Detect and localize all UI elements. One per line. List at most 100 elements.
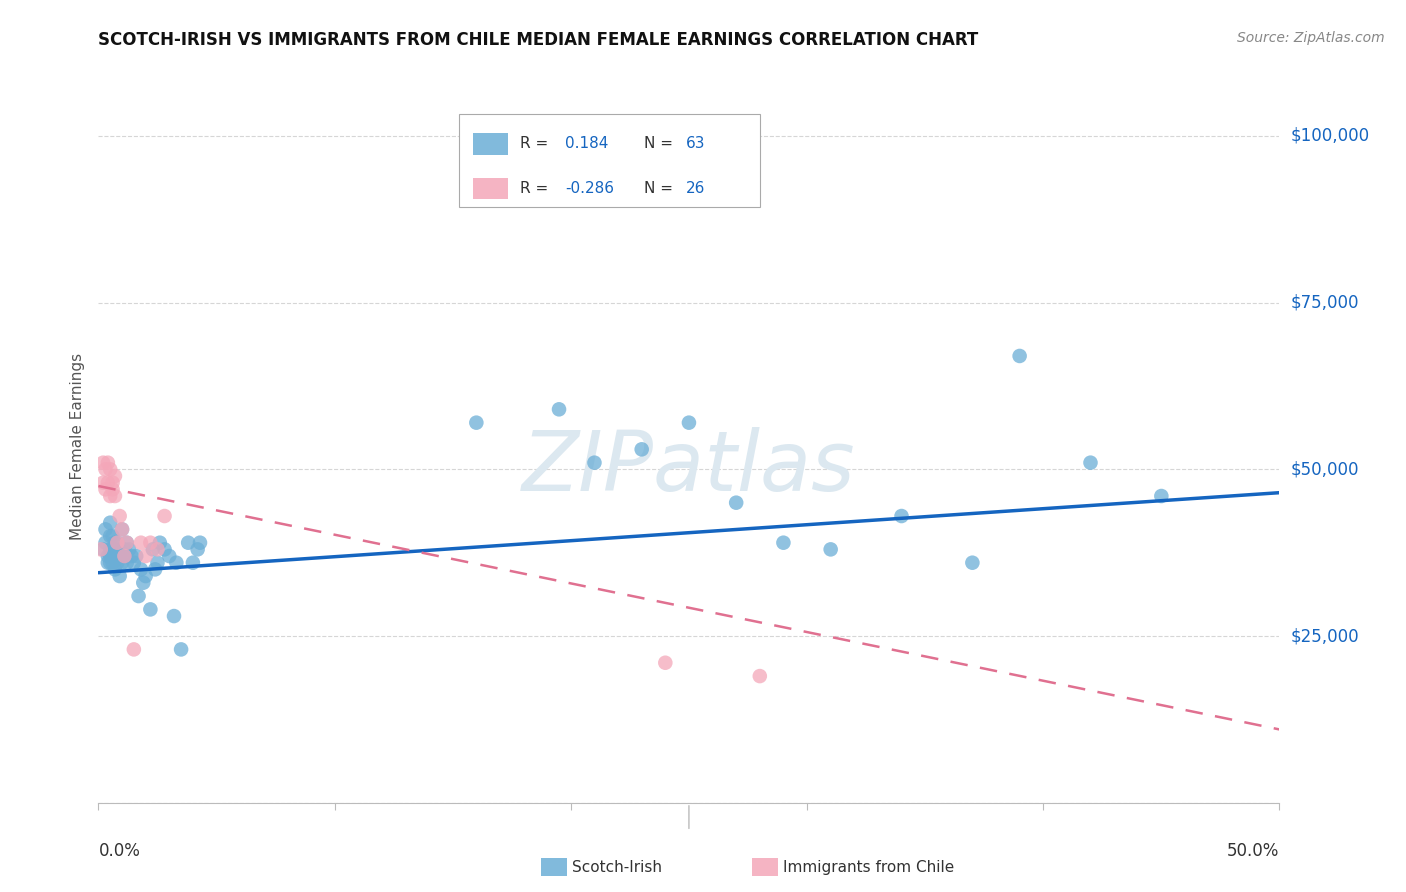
Point [128, 589, 150, 603]
Point [115, 535, 138, 549]
Point [104, 562, 127, 576]
Point [91, 456, 114, 470]
Text: Source: ZipAtlas.com: Source: ZipAtlas.com [1237, 31, 1385, 45]
Text: 26: 26 [685, 181, 704, 196]
Point [105, 535, 128, 549]
Point [122, 556, 145, 570]
Point [111, 556, 134, 570]
Point [725, 496, 748, 510]
Point [772, 535, 794, 549]
Point [157, 549, 180, 563]
Point [98, 516, 121, 530]
Point [1080, 456, 1102, 470]
Point [101, 549, 124, 563]
Point [101, 529, 124, 543]
Point [115, 535, 138, 549]
Point [105, 535, 128, 549]
Point [98, 549, 121, 563]
Text: $100,000: $100,000 [1291, 127, 1369, 145]
Text: Immigrants from Chile: Immigrants from Chile [783, 860, 955, 874]
Point [97, 549, 120, 563]
Text: SCOTCH-IRISH VS IMMIGRANTS FROM CHILE MEDIAN FEMALE EARNINGS CORRELATION CHART: SCOTCH-IRISH VS IMMIGRANTS FROM CHILE ME… [98, 31, 979, 49]
Text: R =: R = [520, 181, 553, 196]
Text: N =: N = [644, 181, 678, 196]
Text: 63: 63 [685, 136, 704, 152]
Point [135, 569, 157, 583]
Point [115, 556, 138, 570]
Point [118, 542, 141, 557]
Text: $25,000: $25,000 [1291, 627, 1360, 645]
Point [181, 556, 204, 570]
Point [112, 549, 135, 563]
Point [101, 556, 124, 570]
Point [104, 489, 127, 503]
Text: R =: R = [520, 136, 553, 152]
Point [149, 535, 172, 549]
Text: $75,000: $75,000 [1291, 293, 1360, 311]
Point [111, 522, 134, 536]
Point [583, 456, 606, 470]
Text: ZIPatlas: ZIPatlas [522, 427, 856, 508]
Point [129, 535, 152, 549]
Point [101, 483, 124, 497]
Point [108, 509, 131, 524]
Point [129, 562, 152, 576]
Point [111, 522, 134, 536]
Point [98, 556, 121, 570]
Point [890, 509, 912, 524]
Point [94, 535, 117, 549]
Point [630, 442, 652, 457]
Point [112, 542, 135, 557]
Point [165, 556, 187, 570]
Point [170, 642, 193, 657]
Point [153, 542, 176, 557]
Point [98, 529, 121, 543]
Point [139, 602, 162, 616]
Point [135, 549, 157, 563]
Point [104, 542, 127, 557]
Point [108, 569, 131, 583]
Point [94, 483, 117, 497]
Point [94, 522, 117, 536]
Text: N =: N = [644, 136, 678, 152]
Point [188, 535, 211, 549]
Point [524, 189, 547, 203]
Point [820, 542, 842, 557]
FancyBboxPatch shape [472, 178, 508, 199]
Point [153, 509, 176, 524]
Point [465, 416, 488, 430]
Point [146, 556, 169, 570]
Point [163, 609, 186, 624]
Point [654, 656, 676, 670]
Point [101, 542, 124, 557]
Point [97, 475, 120, 490]
Point [187, 542, 209, 557]
Point [962, 556, 984, 570]
Text: 50.0%: 50.0% [1227, 842, 1279, 860]
Point [91, 542, 114, 557]
Point [177, 535, 200, 549]
Point [94, 462, 117, 476]
Text: -0.286: -0.286 [565, 181, 614, 196]
Point [1008, 349, 1031, 363]
Point [121, 549, 143, 563]
Point [97, 556, 120, 570]
Point [105, 549, 128, 563]
Point [108, 542, 131, 557]
Point [104, 469, 127, 483]
Point [146, 542, 169, 557]
Point [97, 456, 120, 470]
Point [125, 549, 148, 563]
Y-axis label: Median Female Earnings: Median Female Earnings [70, 352, 86, 540]
Point [748, 669, 770, 683]
Point [139, 535, 162, 549]
FancyBboxPatch shape [472, 133, 508, 154]
Point [91, 475, 114, 490]
Text: Scotch-Irish: Scotch-Irish [572, 860, 662, 874]
Point [98, 489, 121, 503]
Point [548, 402, 571, 417]
Point [122, 642, 145, 657]
Point [142, 542, 165, 557]
Point [101, 475, 124, 490]
Text: $50,000: $50,000 [1291, 460, 1360, 478]
